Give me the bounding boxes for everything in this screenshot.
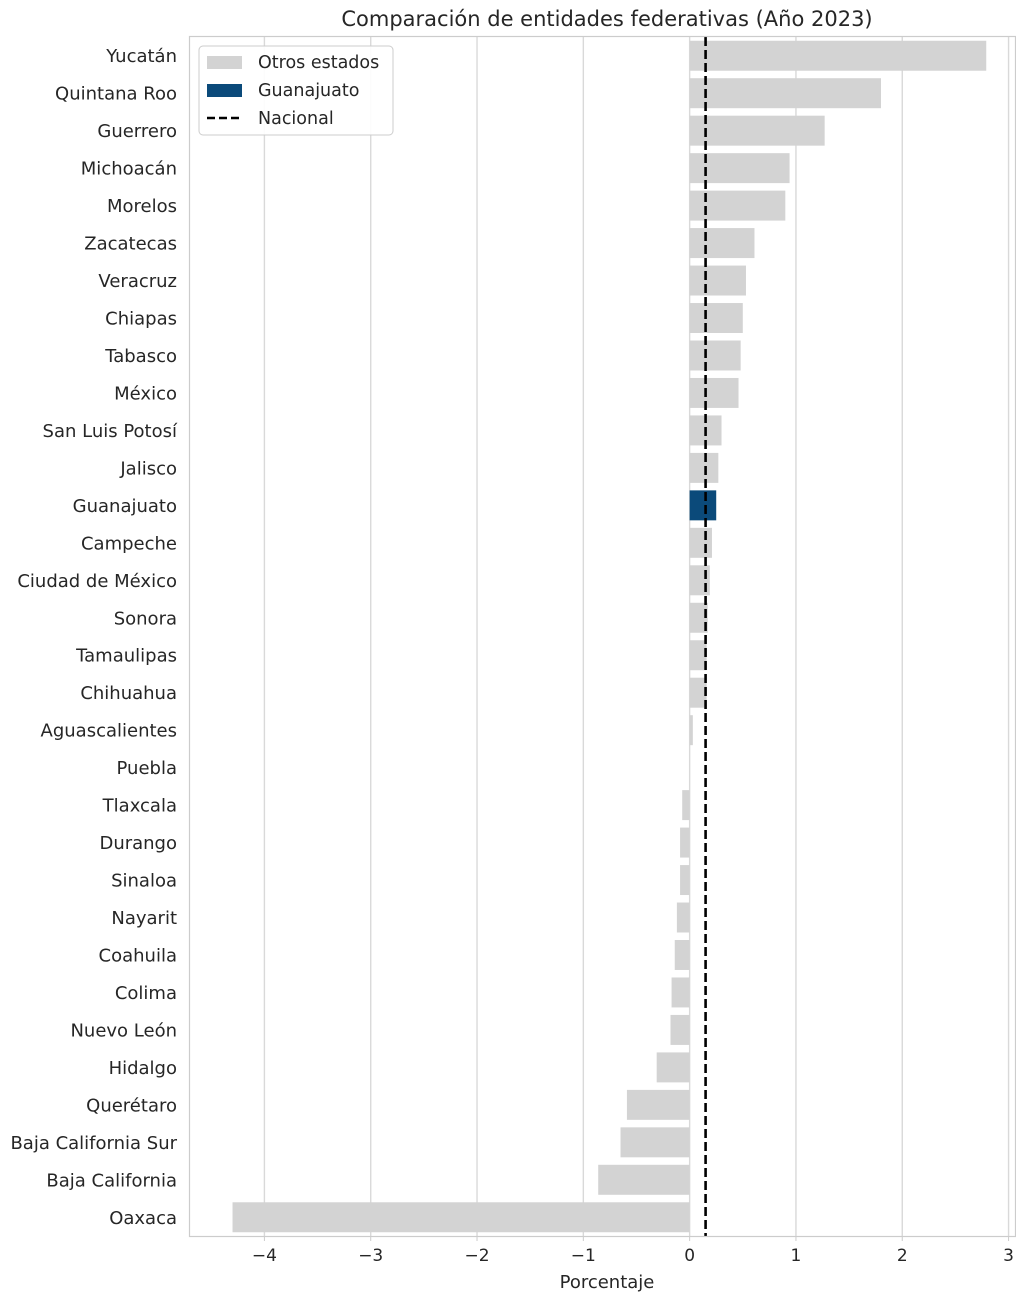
bar-nayarit: [676, 902, 690, 933]
y-tick-label: Campeche: [81, 533, 177, 554]
bar-quer-taro: [626, 1089, 690, 1120]
x-tick-label: 2: [897, 1246, 908, 1266]
y-tick-label: Morelos: [107, 196, 177, 217]
y-tick-label: Veracruz: [98, 271, 177, 292]
y-tick-label: Puebla: [117, 758, 177, 779]
y-tick-label: Sonora: [114, 608, 177, 629]
y-tick-label: Quintana Roo: [55, 84, 177, 105]
legend-swatch-guanajuato: [207, 84, 242, 97]
bar-guanajuato: [689, 490, 717, 521]
y-tick-label: Durango: [99, 833, 177, 854]
y-tick-label: Nuevo León: [70, 1020, 177, 1041]
legend-label: Nacional: [258, 109, 334, 129]
bar-oaxaca: [232, 1202, 690, 1233]
x-tick-label: 1: [791, 1246, 802, 1266]
legend-label: Guanajuato: [258, 81, 359, 101]
y-tick-label: Querétaro: [86, 1095, 177, 1116]
legend-swatch-otros: [207, 56, 242, 69]
y-tick-label: Tamaulipas: [75, 646, 177, 667]
bar-chihuahua: [689, 677, 707, 708]
y-tick-label: Nayarit: [111, 908, 177, 929]
x-tick-label: −3: [358, 1246, 383, 1266]
bar-yucat-n: [689, 40, 987, 71]
bar-durango: [680, 827, 690, 858]
bars: [232, 40, 987, 1233]
y-tick-labels: Yucatán Quintana Roo Guerrero Michoacán More…: [10, 46, 178, 1229]
y-tick-label: Oaxaca: [109, 1208, 177, 1229]
x-tick-label: −2: [464, 1246, 489, 1266]
legend-box: [198, 45, 394, 136]
x-tick-label: 3: [1003, 1246, 1014, 1266]
y-tick-label: Ciudad de México: [17, 571, 177, 592]
bar-coahuila: [674, 939, 690, 970]
y-tick-label: Guanajuato: [73, 496, 177, 517]
y-tick-label: Yucatán: [105, 46, 177, 67]
y-tick-label: Guerrero: [97, 121, 177, 142]
y-tick-label: Tlaxcala: [102, 796, 177, 817]
bar-nuevo-le-n: [670, 1014, 690, 1045]
y-tick-label: San Luis Potosí: [43, 421, 178, 442]
bar-veracruz: [689, 265, 746, 296]
bar-zacatecas: [689, 228, 755, 259]
y-tick-label: México: [114, 383, 177, 404]
bar-baja-california-sur: [620, 1127, 690, 1158]
bar-baja-california: [598, 1164, 690, 1195]
bar-morelos: [689, 190, 786, 221]
x-axis-label: Porcentaje: [560, 1272, 655, 1293]
bar-campeche: [689, 527, 712, 558]
x-tick-label: −4: [252, 1246, 277, 1266]
y-tick-label: Tabasco: [104, 346, 177, 367]
y-tick-label: Colima: [115, 983, 177, 1004]
bar-aguascalientes: [689, 715, 693, 746]
x-tick-labels: −4 −3 −2 −1 0 1 2 3: [252, 1236, 1014, 1266]
bar-tlaxcala: [682, 790, 690, 821]
bar-tabasco: [689, 340, 741, 371]
y-tick-label: Baja California: [46, 1170, 177, 1191]
grid: [263, 37, 1010, 1236]
x-tick-label: −1: [571, 1246, 596, 1266]
chart-title: Comparación de entidades federativas (Añ…: [341, 7, 872, 31]
x-tick-label: 0: [684, 1246, 695, 1266]
y-tick-label: Chiapas: [105, 309, 177, 330]
bar-quintana-roo: [689, 78, 881, 109]
bar-hidalgo: [656, 1052, 690, 1083]
y-tick-label: Hidalgo: [109, 1058, 177, 1079]
y-tick-label: Coahuila: [99, 945, 177, 966]
y-tick-label: Zacatecas: [84, 234, 177, 255]
legend-label: Otros estados: [258, 53, 379, 73]
bar-chiapas: [689, 303, 743, 334]
bar-sinaloa: [680, 865, 690, 896]
bar-guerrero: [689, 115, 825, 146]
bar-sonora: [689, 602, 708, 633]
y-tick-label: Sinaloa: [111, 871, 177, 892]
y-tick-label: Jalisco: [119, 458, 177, 479]
bar-jalisco: [689, 452, 719, 483]
y-tick-label: Michoacán: [81, 159, 177, 180]
legend: Otros estados Guanajuato Nacional: [198, 45, 394, 136]
y-tick-label: Aguascalientes: [41, 721, 177, 742]
plot-frame: [188, 35, 1016, 1238]
bar-colima: [671, 977, 690, 1008]
y-tick-label: Baja California Sur: [10, 1133, 177, 1154]
bar-tamaulipas: [689, 640, 707, 671]
y-tick-label: Chihuahua: [80, 683, 177, 704]
bar-m-xico: [689, 377, 739, 408]
